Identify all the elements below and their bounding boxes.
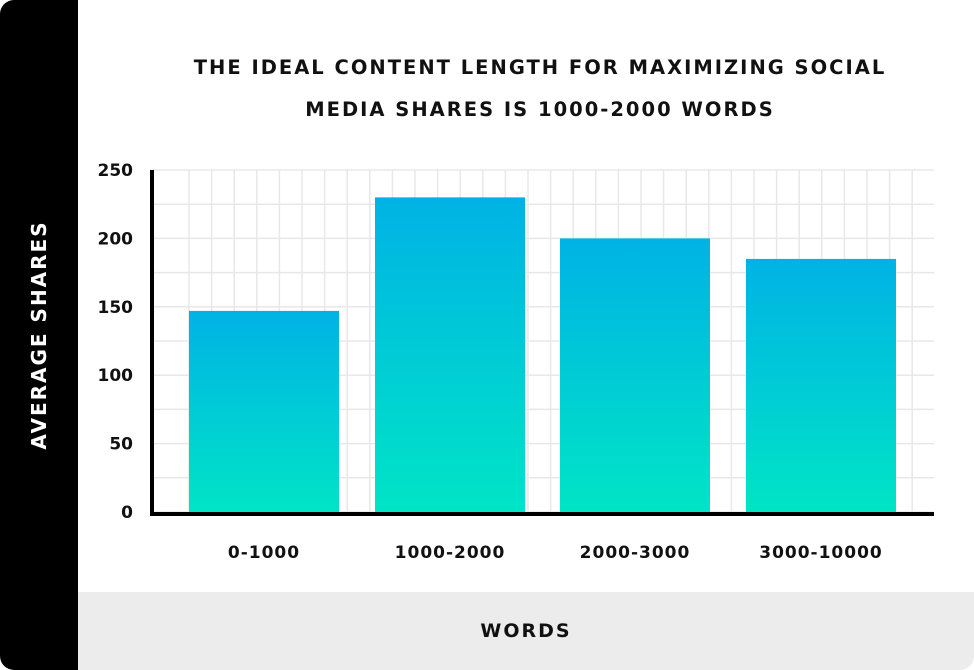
bar-2000-3000 (560, 238, 710, 512)
bar-1000-2000 (375, 197, 525, 513)
x-tick-label: 2000-3000 (580, 543, 691, 563)
y-tick-label: 150 (98, 298, 134, 318)
y-axis-band: AVERAGE SHARES (0, 0, 78, 670)
x-axis-band: WORDS (78, 592, 974, 670)
bar-3000-10000 (746, 258, 896, 512)
chart-title-line-1: THE IDEAL CONTENT LENGTH FOR MAXIMIZING … (193, 56, 887, 79)
x-tick-label: 1000-2000 (395, 543, 506, 563)
y-tick-label: 100 (98, 366, 134, 386)
y-tick-label: 50 (109, 435, 133, 455)
y-tick-label: 200 (98, 229, 134, 249)
x-tick-label: 0-1000 (228, 543, 300, 563)
bar-0-1000 (189, 310, 339, 512)
chart-title-line-2: MEDIA SHARES IS 1000-2000 WORDS (305, 98, 775, 121)
y-tick-label: 250 (98, 161, 134, 181)
x-axis-label: WORDS (480, 620, 572, 642)
y-tick-label: 0 (121, 503, 133, 523)
x-tick-label: 3000-10000 (759, 543, 883, 563)
